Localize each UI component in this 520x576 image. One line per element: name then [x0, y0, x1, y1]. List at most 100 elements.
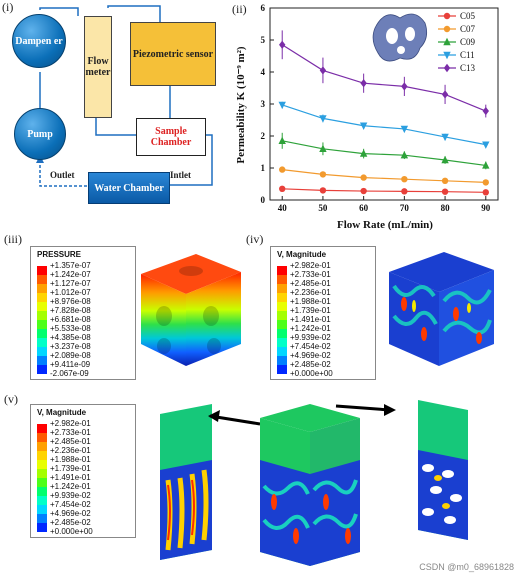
- data-point-C13: [319, 66, 327, 75]
- sample-chamber-box: Sample Chamber: [136, 118, 206, 156]
- legend-value: +1.357e-07: [50, 261, 91, 270]
- y-tick-label: 2: [261, 131, 266, 141]
- legend-swatch: [37, 266, 47, 275]
- sample-chamber-label: Sample Chamber: [150, 126, 192, 148]
- series-line-C09: [282, 140, 486, 167]
- legend-value: +4.969e-02: [50, 509, 91, 518]
- legend-value: +1.242e-07: [50, 270, 91, 279]
- section-views: [160, 400, 468, 566]
- legend-value: +2.733e-01: [50, 428, 91, 437]
- legend-value: +0.000e+00: [290, 369, 333, 378]
- panel-label-v: (v): [4, 392, 18, 406]
- water-chamber-label: Water Chamber: [94, 182, 164, 194]
- chart-legend: C05 C07 C09 C11 C13: [438, 11, 476, 73]
- legend-value: +7.454e-02: [50, 500, 91, 509]
- legend-swatch: [37, 496, 47, 505]
- legend-value: +2.982e-01: [290, 261, 331, 270]
- legend-value: +4.385e-08: [50, 333, 91, 342]
- legend-value: +1.739e-01: [50, 464, 91, 473]
- legend-swatch: [277, 320, 287, 329]
- legend-value: +1.491e-01: [50, 473, 91, 482]
- data-point-C07: [279, 166, 286, 173]
- legend-swatch: [37, 460, 47, 469]
- data-point-C13: [279, 40, 286, 49]
- legend-marker: [443, 51, 451, 60]
- legend-swatch: [277, 284, 287, 293]
- legend-entry-C07: C07: [460, 24, 476, 34]
- y-tick-label: 0: [261, 195, 266, 205]
- data-point-C05: [401, 188, 408, 195]
- legend-value: +2.089e-08: [50, 351, 91, 360]
- legend-swatch: [37, 487, 47, 496]
- legend-entry-C05: C05: [460, 11, 476, 21]
- outlet-label: Outlet: [50, 170, 75, 180]
- center-block-icon: [260, 404, 360, 566]
- data-point-C11: [400, 125, 409, 134]
- legend-value: +0.000e+00: [50, 527, 93, 536]
- legend-swatch: [37, 424, 47, 433]
- legend-swatch: [277, 338, 287, 347]
- legend-marker: [443, 63, 451, 73]
- y-tick-label: 4: [261, 67, 266, 77]
- pressure-cube-icon: [141, 254, 241, 366]
- legend-swatch: [37, 433, 47, 442]
- chart-xlabel: Flow Rate (mL/min): [337, 219, 433, 231]
- right-slice-icon: [418, 400, 468, 540]
- legend-swatch: [37, 275, 47, 284]
- chart-series-group: [278, 30, 490, 196]
- legend-swatch: [37, 365, 47, 374]
- legend-value: +2.485e-01: [290, 279, 331, 288]
- y-tick-label: 3: [261, 99, 266, 109]
- legend-value: +4.969e-02: [290, 351, 331, 360]
- legend-title: V, Magnitude: [277, 250, 327, 259]
- data-point-C05: [319, 187, 327, 194]
- legend-swatch: [37, 293, 47, 302]
- data-point-C05: [360, 187, 367, 195]
- legend-swatch: [277, 293, 287, 302]
- legend-value: +1.242e-01: [50, 482, 91, 491]
- legend-value: +3.237e-08: [50, 342, 91, 351]
- permeability-chart: 0 1 2 3 4 5 6 40 50 60 70 80 90 C05 C07 C09 C11 C13 Flow…: [235, 3, 499, 231]
- dampener-label: Dampen er: [15, 35, 63, 47]
- x-tick-label: 40: [278, 203, 288, 213]
- legend-value: +2.485e-02: [50, 518, 91, 527]
- legend-swatch: [277, 329, 287, 338]
- legend-value: +1.127e-07: [50, 279, 91, 288]
- legend-value: +2.485e-02: [290, 360, 331, 369]
- data-point-C11: [482, 141, 490, 149]
- piezometric-label: Piezometric sensor: [132, 48, 214, 60]
- y-tick-label: 5: [261, 35, 266, 45]
- data-point-C13: [401, 82, 408, 91]
- gyroid-inset-icon: [372, 13, 428, 62]
- legend-swatch: [277, 266, 287, 275]
- x-tick-label: 60: [359, 203, 369, 213]
- left-slice-icon: [160, 404, 212, 560]
- water-chamber-box: Water Chamber: [88, 172, 170, 204]
- velocity-cube-icon: [389, 252, 494, 366]
- legend-entry-C11: C11: [460, 50, 475, 60]
- legend-swatch: [37, 302, 47, 311]
- arrow-right-icon: [335, 404, 396, 416]
- legend-value: +7.828e-08: [50, 306, 91, 315]
- legend-value: +2.733e-01: [290, 270, 331, 279]
- legend-value: +2.982e-01: [50, 419, 91, 428]
- x-tick-label: 90: [481, 203, 491, 213]
- legend-swatch: [37, 478, 47, 487]
- data-point-C11: [319, 115, 327, 123]
- data-point-C07: [441, 177, 449, 184]
- legend-value: +1.739e-01: [290, 306, 331, 315]
- legend-value: +8.976e-08: [50, 297, 91, 306]
- series-line-C11: [282, 104, 486, 146]
- y-tick-label: 6: [261, 3, 266, 13]
- legend-velocity-iv: V, Magnitude +2.982e-01 +2.733e-01 +2.485e-…: [270, 246, 376, 380]
- intlet-label: Intlet: [170, 170, 191, 180]
- dampener-circle: Dampen er: [12, 14, 66, 68]
- data-point-C09: [482, 161, 490, 169]
- legend-value: +9.411e-09: [50, 360, 91, 369]
- legend-pressure: PRESSURE +1.357e-07 +1.242e-07 +1.127e-07 +1…: [30, 246, 136, 380]
- data-point-C09: [319, 144, 327, 152]
- y-tick-label: 1: [261, 163, 266, 173]
- legend-value: +1.988e-01: [290, 297, 331, 306]
- legend-swatch: [37, 469, 47, 478]
- legend-swatch: [37, 329, 47, 338]
